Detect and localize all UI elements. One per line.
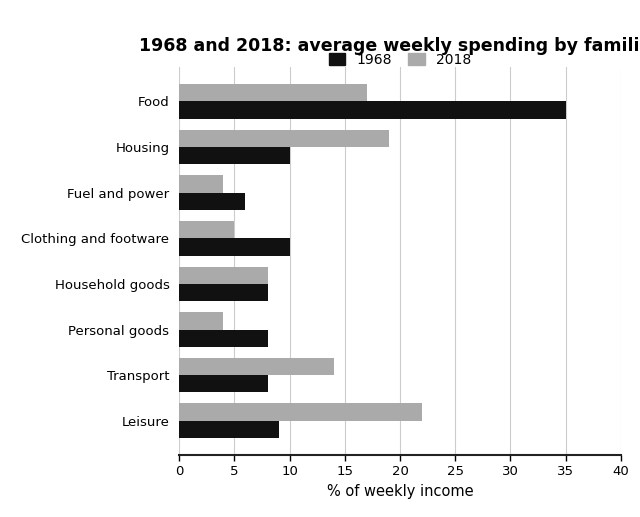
X-axis label: % of weekly income: % of weekly income	[326, 484, 474, 499]
Bar	[179, 193, 246, 210]
Bar	[179, 175, 223, 193]
Bar	[179, 130, 389, 147]
Bar	[179, 421, 278, 438]
Bar	[179, 238, 290, 255]
Legend: 1968, 2018: 1968, 2018	[323, 47, 477, 72]
Title: 1968 and 2018: average weekly spending by families: 1968 and 2018: average weekly spending b…	[139, 37, 640, 54]
Bar	[179, 312, 223, 329]
Bar	[179, 147, 290, 164]
Bar	[179, 101, 566, 119]
Bar	[179, 221, 234, 238]
Bar	[179, 284, 268, 301]
Bar	[179, 403, 422, 421]
Bar	[179, 267, 268, 284]
Bar	[179, 329, 268, 347]
Bar	[179, 84, 367, 101]
Bar	[179, 358, 334, 375]
Bar	[179, 375, 268, 392]
